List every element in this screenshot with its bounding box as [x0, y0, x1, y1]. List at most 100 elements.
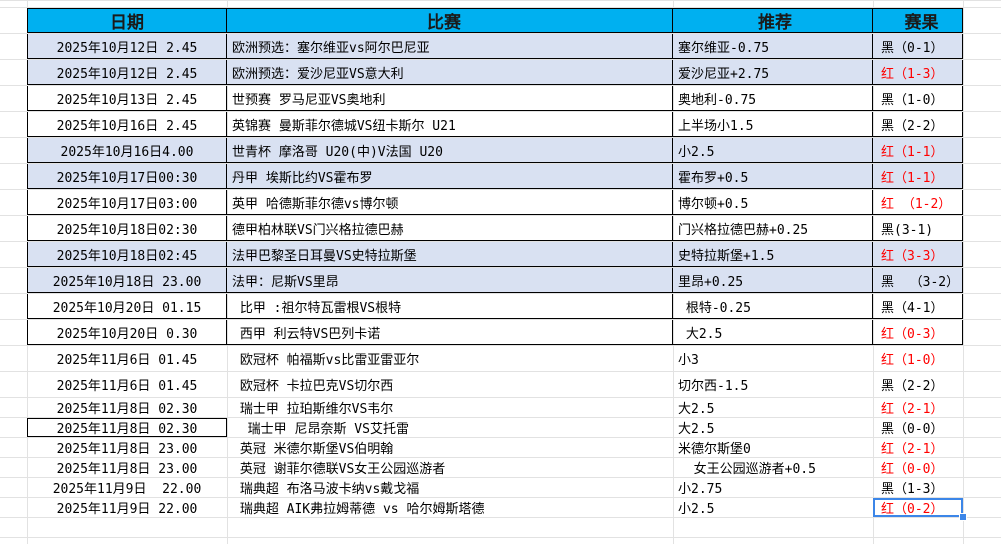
table-row: 2025年11月9日 22.00 瑞典超 AIK弗拉姆蒂德 vs 哈尔姆斯塔德 小… [0, 498, 1001, 521]
result-cell[interactable]: 红（1-3） [873, 60, 963, 85]
result-cell[interactable]: 黑(3-1) [873, 216, 963, 241]
match-cell[interactable]: 西甲 利云特VS巴列卡诺 [227, 320, 673, 345]
result-cell[interactable]: 红（3-3） [873, 242, 963, 267]
match-cell[interactable]: 英甲 哈德斯菲尔德vs博尔顿 [227, 190, 673, 215]
header-recommendation[interactable]: 推荐 [673, 8, 873, 33]
empty-row [0, 0, 1001, 8]
match-cell[interactable]: 瑞士甲 拉珀斯维尔VS韦尔 [232, 402, 394, 417]
table-row: 2025年11月6日 01.45 欧冠杯 卡拉巴克VS切尔西 切尔西-1.5 黑（2… [0, 372, 1001, 398]
fill-handle[interactable] [959, 513, 967, 521]
date-cell[interactable]: 2025年10月12日 2.45 [27, 34, 227, 59]
match-cell[interactable]: 欧冠杯 帕福斯vs比雷亚雷亚尔 [232, 353, 420, 368]
recommendation-cell[interactable]: 博尔顿+0.5 [673, 190, 873, 215]
match-cell[interactable]: 欧洲预选：爱沙尼亚VS意大利 [227, 60, 673, 85]
header-match[interactable]: 比赛 [227, 8, 673, 33]
match-cell[interactable]: 欧冠杯 卡拉巴克VS切尔西 [232, 379, 394, 394]
date-cell[interactable]: 2025年10月17日00:30 [27, 164, 227, 189]
match-cell[interactable]: 瑞典超 AIK弗拉姆蒂德 vs 哈尔姆斯塔德 [232, 502, 485, 517]
recommendation-cell[interactable]: 小2.75 [678, 482, 723, 497]
result-cell[interactable]: 红（1-1） [873, 164, 963, 189]
date-cell[interactable]: 2025年10月17日03:00 [27, 190, 227, 215]
date-cell[interactable]: 2025年11月6日 01.45 [56, 353, 198, 368]
table-row: 2025年11月9日 22.00 瑞典超 布洛马波卡纳vs戴戈福 小2.75 黑（1… [0, 478, 1001, 498]
result-cell[interactable]: 红（1-1） [873, 138, 963, 163]
result-cell[interactable]: 红（2-1） [881, 402, 944, 417]
date-cell[interactable]: 2025年10月16日 2.45 [27, 112, 227, 137]
table-row: 2025年10月18日 23.00 法甲：尼斯VS里昂 里昂+0.25 黑 （3-2） [0, 268, 1001, 294]
recommendation-cell[interactable]: 米德尔斯堡0 [678, 442, 751, 457]
date-cell[interactable]: 2025年11月8日 02.30 [56, 402, 198, 417]
match-cell[interactable]: 丹甲 埃斯比约VS霍布罗 [227, 164, 673, 189]
table-row: 2025年10月12日 2.45 欧洲预选：塞尔维亚vs阿尔巴尼亚 塞尔维亚-0.7… [0, 34, 1001, 60]
recommendation-cell[interactable]: 切尔西-1.5 [678, 379, 749, 394]
recommendation-cell[interactable]: 小3 [678, 353, 699, 368]
recommendation-cell[interactable]: 小2.5 [673, 138, 873, 163]
result-cell[interactable]: 黑（1-3） [881, 482, 944, 497]
table-row: 2025年11月8日 02.30 瑞士甲 拉珀斯维尔VS韦尔 大2.5 红（2-1） [0, 398, 1001, 418]
result-cell[interactable]: 红（0-3） [873, 320, 963, 345]
match-cell[interactable]: 瑞典超 布洛马波卡纳vs戴戈福 [232, 482, 420, 497]
match-cell[interactable]: 英冠 米德尔斯堡VS伯明翰 [232, 442, 394, 457]
match-cell[interactable]: 比甲 :祖尔特瓦雷根VS根特 [227, 294, 673, 319]
match-cell[interactable]: 世青杯 摩洛哥 U20(中)V法国 U20 [227, 138, 673, 163]
date-cell[interactable]: 2025年10月13日 2.45 [27, 86, 227, 111]
recommendation-cell[interactable]: 门兴格拉德巴赫+0.25 [673, 216, 873, 241]
match-cell[interactable]: 法甲巴黎圣日耳曼VS史特拉斯堡 [227, 242, 673, 267]
recommendation-cell[interactable]: 大2.5 [678, 422, 715, 437]
table-row: 2025年10月16日 2.45 英锦赛 曼斯菲尔德城VS纽卡斯尔 U21 上半场小… [0, 112, 1001, 138]
table-row: 2025年10月20日 0.30 西甲 利云特VS巴列卡诺 大2.5 红（0-3） [0, 320, 1001, 346]
match-cell[interactable]: 世预赛 罗马尼亚VS奥地利 [227, 86, 673, 111]
date-cell[interactable]: 2025年10月18日02:30 [27, 216, 227, 241]
date-cell[interactable]: 2025年11月6日 01.45 [56, 379, 198, 394]
date-cell[interactable]: 2025年11月9日 22.00 [56, 502, 198, 517]
match-cell[interactable]: 德甲柏林联VS门兴格拉德巴赫 [227, 216, 673, 241]
match-cell[interactable]: 英锦赛 曼斯菲尔德城VS纽卡斯尔 U21 [227, 112, 673, 137]
date-cell[interactable]: 2025年11月9日 22.00 [52, 482, 202, 497]
result-cell[interactable]: 红（0-2） [873, 498, 967, 521]
date-cell[interactable]: 2025年10月16日4.00 [27, 138, 227, 163]
date-cell[interactable]: 2025年11月8日 23.00 [56, 462, 198, 477]
result-cell[interactable]: 红（2-1） [881, 442, 944, 457]
empty-row [0, 518, 1001, 538]
match-cell[interactable]: 欧洲预选：塞尔维亚vs阿尔巴尼亚 [227, 34, 673, 59]
recommendation-cell[interactable]: 塞尔维亚-0.75 [673, 34, 873, 59]
recommendation-cell[interactable]: 爱沙尼亚+2.75 [673, 60, 873, 85]
recommendation-cell[interactable]: 史特拉斯堡+1.5 [673, 242, 873, 267]
recommendation-cell[interactable]: 里昂+0.25 [673, 268, 873, 293]
recommendation-cell[interactable]: 上半场小1.5 [673, 112, 873, 137]
recommendation-cell[interactable]: 小2.5 [678, 502, 715, 517]
result-cell[interactable]: 红（1-0） [881, 353, 944, 368]
recommendation-cell[interactable]: 奥地利-0.75 [673, 86, 873, 111]
result-cell[interactable]: 红 （1-2） [873, 190, 963, 215]
match-cell[interactable]: 瑞士甲 尼昂奈斯 VS艾托雷 [232, 422, 409, 437]
date-cell[interactable]: 2025年10月18日 23.00 [27, 268, 227, 293]
date-cell[interactable]: 2025年10月20日 01.15 [27, 294, 227, 319]
date-cell[interactable]: 2025年10月20日 0.30 [27, 320, 227, 345]
recommendation-cell[interactable]: 霍布罗+0.5 [673, 164, 873, 189]
result-cell[interactable]: 红（0-0） [881, 462, 944, 477]
result-cell[interactable]: 黑（2-2） [873, 112, 963, 137]
result-cell[interactable]: 黑 （3-2） [873, 268, 963, 293]
result-cell[interactable]: 黑（0-0） [881, 422, 944, 437]
recommendation-cell[interactable]: 女王公园巡游者+0.5 [678, 462, 816, 477]
match-cell[interactable]: 法甲：尼斯VS里昂 [227, 268, 673, 293]
result-cell[interactable]: 黑（0-1） [873, 34, 963, 59]
date-cell[interactable]: 2025年10月18日02:45 [27, 242, 227, 267]
result-cell[interactable]: 黑（4-1） [873, 294, 963, 319]
header-row: 日期 比赛 推荐 赛果 [0, 8, 1001, 34]
date-cell[interactable]: 2025年11月8日 23.00 [56, 442, 198, 457]
result-cell[interactable]: 黑（2-2） [881, 379, 944, 394]
recommendation-cell[interactable]: 根特-0.25 [673, 294, 873, 319]
recommendation-cell[interactable]: 大2.5 [673, 320, 873, 345]
table-row: 2025年10月20日 01.15 比甲 :祖尔特瓦雷根VS根特 根特-0.25… [0, 294, 1001, 320]
header-result[interactable]: 赛果 [873, 8, 963, 33]
date-cell[interactable]: 2025年10月12日 2.45 [27, 60, 227, 85]
date-cell[interactable]: 2025年11月8日 02.30 [27, 418, 227, 437]
header-date[interactable]: 日期 [27, 8, 227, 33]
recommendation-cell[interactable]: 大2.5 [678, 402, 715, 417]
match-cell[interactable]: 英冠 谢菲尔德联VS女王公园巡游者 [232, 462, 446, 477]
table-row: 2025年11月8日 23.00 英冠 米德尔斯堡VS伯明翰 米德尔斯堡0 红（2-… [0, 438, 1001, 458]
table-row: 2025年10月17日03:00 英甲 哈德斯菲尔德vs博尔顿 博尔顿+0.5 红 （… [0, 190, 1001, 216]
result-cell[interactable]: 黑（1-0） [873, 86, 963, 111]
